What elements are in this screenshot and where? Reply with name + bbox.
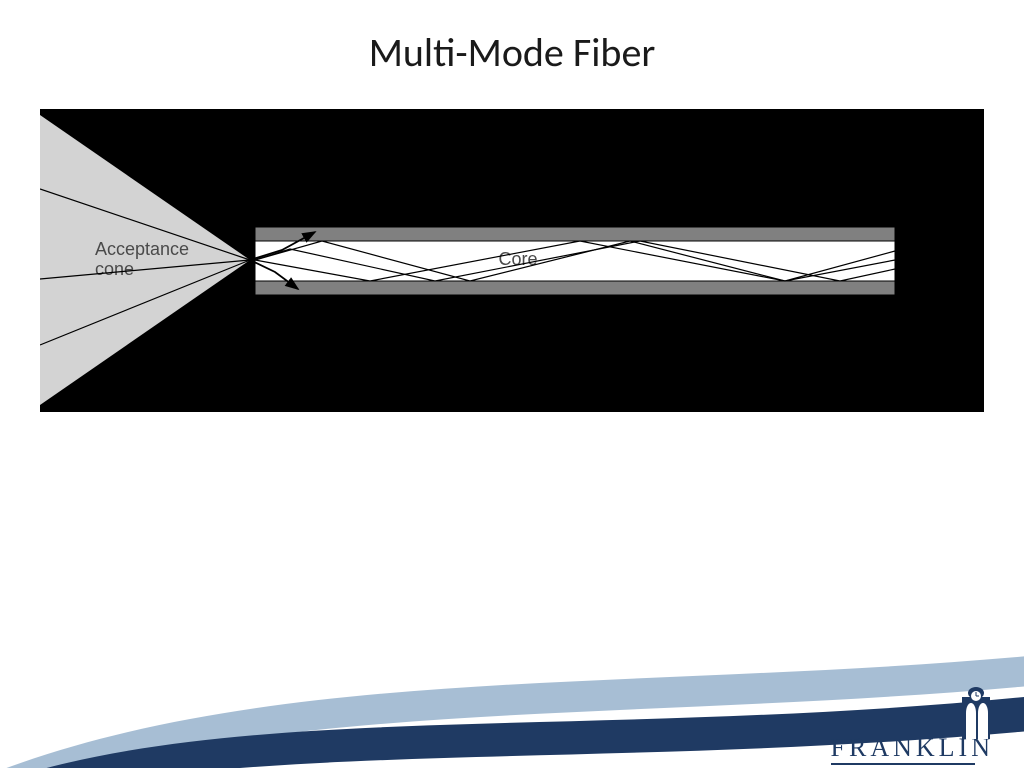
logo-tower-icon [956,687,998,739]
fiber-diagram: AcceptanceconeCore [40,109,984,417]
svg-text:cone: cone [95,259,134,279]
diagram-svg: AcceptanceconeCore [40,109,984,412]
svg-text:Acceptance: Acceptance [95,239,189,259]
logo-line2: UNIVERSITY [831,763,975,768]
footer-logo: FRANKLIN UNIVERSITY [831,735,994,768]
page-title: Multi-Mode Fiber [0,28,1024,77]
